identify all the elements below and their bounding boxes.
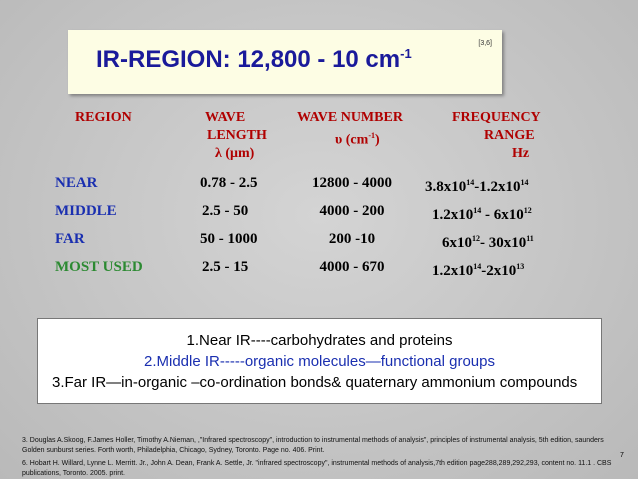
row-region: MIDDLE bbox=[55, 203, 117, 219]
frequency-part: 3.8x10 bbox=[425, 179, 467, 195]
frequency-part: - 30x10 bbox=[480, 235, 527, 251]
row-wavenumber: 4000 - 670 bbox=[319, 259, 385, 275]
frequency-part: 14 bbox=[473, 206, 482, 215]
row-frequency: 3.8x1014-1.2x1014 bbox=[425, 174, 529, 196]
header-wavenumber: WAVE NUMBER υ (cm-1) bbox=[297, 109, 403, 150]
header-line: Hz bbox=[512, 146, 530, 161]
header-frequency: FREQUENCY RANGE Hz bbox=[452, 109, 541, 163]
row-frequency: 1.2x1014 - 6x1012 bbox=[432, 202, 532, 224]
frequency-part: 1.2x10 bbox=[432, 263, 474, 279]
frequency-part: 13 bbox=[516, 262, 525, 271]
row-wavelength: 2.5 - 15 bbox=[202, 259, 249, 275]
title-reference: [3,6] bbox=[478, 40, 492, 47]
frequency-part: 14 bbox=[473, 262, 482, 271]
note: 2.Middle IR-----organic molecules—functi… bbox=[144, 353, 495, 370]
frequency-part: 1.2x10 bbox=[432, 207, 474, 223]
header-line: λ (μm) bbox=[215, 146, 255, 161]
header-wavelength: WAVE LENGTH λ (μm) bbox=[205, 109, 267, 163]
frequency-part: 14 bbox=[466, 178, 475, 187]
header-line: RANGE bbox=[484, 128, 535, 143]
header-line: WAVE NUMBER bbox=[297, 110, 403, 125]
row-wavenumber: 200 -10 bbox=[328, 231, 376, 247]
header-line: WAVE bbox=[205, 110, 246, 125]
frequency-part: -2x10 bbox=[481, 263, 517, 279]
row-wavelength: 50 - 1000 bbox=[200, 231, 258, 247]
title-box: IR-REGION: 12,800 - 10 cm-1 [3,6] bbox=[68, 30, 502, 94]
frequency-part: - 6x10 bbox=[481, 207, 524, 223]
title-text: IR-REGION: 12,800 - 10 cm bbox=[96, 46, 401, 73]
frequency-part: 14 bbox=[520, 178, 529, 187]
title: IR-REGION: 12,800 - 10 cm-1 bbox=[96, 46, 412, 74]
frequency-part: 12 bbox=[523, 206, 532, 215]
header-line: LENGTH bbox=[207, 128, 267, 143]
header-line: FREQUENCY bbox=[452, 110, 541, 125]
frequency-part: 12 bbox=[472, 234, 480, 243]
row-frequency: 1.2x1014-2x1013 bbox=[432, 258, 524, 280]
frequency-part: -1.2x10 bbox=[474, 179, 521, 195]
frequency-part: 11 bbox=[526, 234, 534, 243]
row-wavenumber: 4000 - 200 bbox=[319, 203, 385, 219]
header-sup: -1 bbox=[368, 131, 375, 140]
row-wavenumber: 12800 - 4000 bbox=[312, 175, 392, 191]
row-frequency: 6x1012- 30x1011 bbox=[442, 230, 534, 252]
title-sup: -1 bbox=[400, 46, 412, 61]
row-region: FAR bbox=[55, 231, 85, 247]
row-region: MOST USED bbox=[55, 259, 143, 275]
note: 1.Near IR----carbohydrates and proteins bbox=[186, 332, 453, 349]
frequency-part: 6x10 bbox=[442, 235, 472, 251]
header-line: ) bbox=[374, 132, 380, 148]
reference: 3. Douglas A.Skoog, F.James Holler, Timo… bbox=[22, 437, 604, 454]
row-wavelength: 0.78 - 2.5 bbox=[200, 175, 258, 191]
notes-box: 1.Near IR----carbohydrates and proteins … bbox=[37, 318, 602, 404]
note: 3.Far IR—in-organic –co-ordination bonds… bbox=[52, 374, 578, 391]
reference: 6. Hobart H. Willard, Lynne L. Merritt. … bbox=[22, 460, 612, 477]
row-wavelength: 2.5 - 50 bbox=[202, 203, 249, 219]
header-region: REGION bbox=[75, 110, 132, 125]
page-number: 7 bbox=[620, 452, 624, 459]
header-line: υ (cm bbox=[335, 132, 369, 148]
row-region: NEAR bbox=[55, 175, 98, 191]
